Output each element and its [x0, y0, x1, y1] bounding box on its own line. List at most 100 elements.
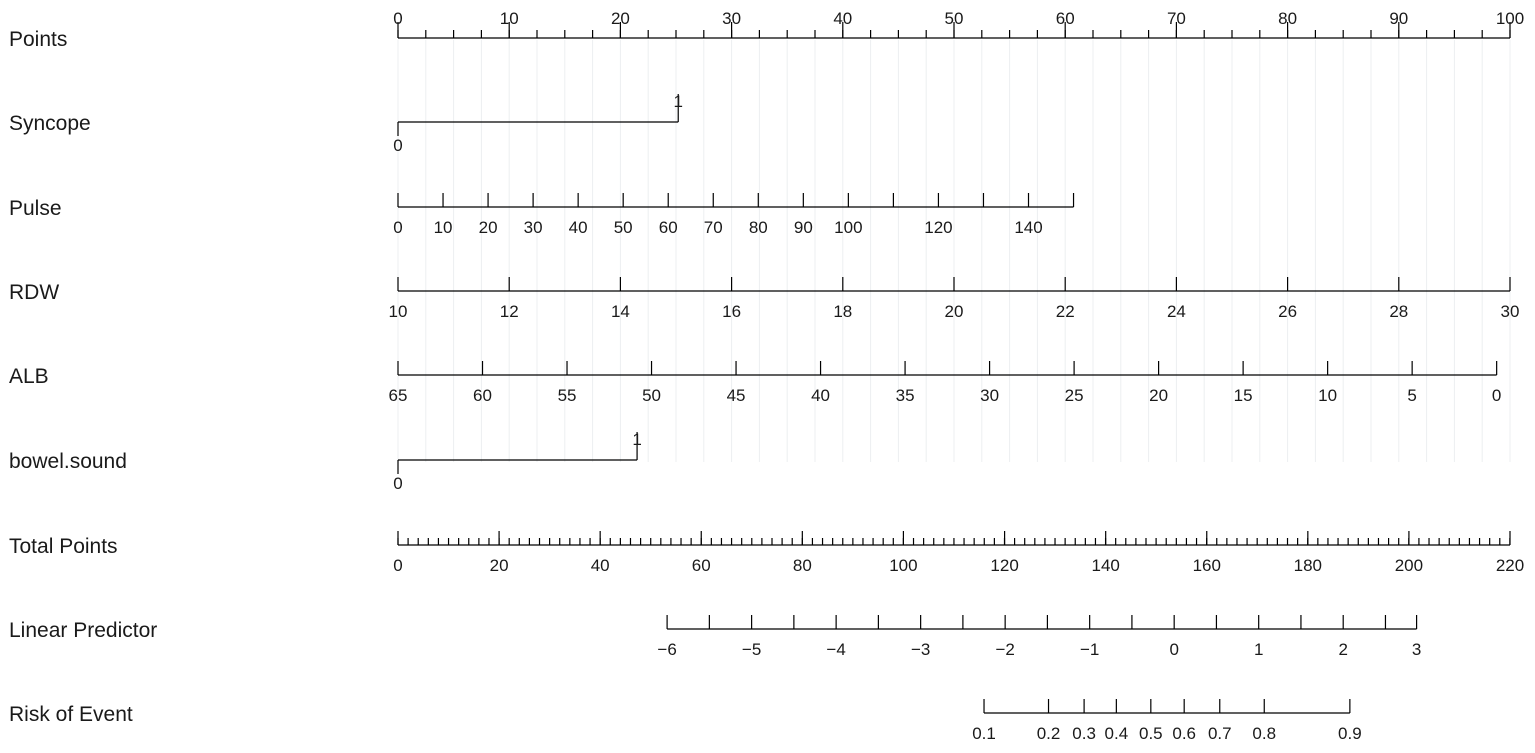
row-bowel-sound: bowel.sound 0 1	[9, 430, 642, 493]
tick-label: 0	[393, 218, 402, 237]
tick-label: 80	[1278, 9, 1297, 28]
tick-label: 0.8	[1252, 724, 1276, 743]
tick-label: 0.1	[972, 724, 996, 743]
tick-label: 0.3	[1072, 724, 1096, 743]
tick-label: 100	[1496, 9, 1524, 28]
tick-label: 30	[524, 218, 543, 237]
tick-label: 2	[1338, 640, 1347, 659]
row-label-bowel-sound: bowel.sound	[9, 450, 127, 473]
tick-label: 60	[1056, 9, 1075, 28]
tick-label: 18	[833, 302, 852, 321]
tick-label: 180	[1294, 556, 1322, 575]
tick-label: 20	[479, 218, 498, 237]
tick-label: 30	[980, 386, 999, 405]
tick-label: −3	[911, 640, 930, 659]
tick-label: 100	[834, 218, 862, 237]
tick-label: 70	[1167, 9, 1186, 28]
tick-label: 22	[1056, 302, 1075, 321]
row-linear-predictor: Linear Predictor −6 −5 −4 −3 −2 −1 0 1 2 3	[9, 615, 1421, 659]
tick-label: 100	[889, 556, 917, 575]
tick-label: 120	[990, 556, 1018, 575]
tick-label: 40	[569, 218, 588, 237]
tick-label: 200	[1395, 556, 1423, 575]
tick-label: 50	[945, 9, 964, 28]
tick-label: −5	[742, 640, 761, 659]
tick-label: 30	[722, 9, 741, 28]
row-label-total-points: Total Points	[9, 535, 118, 558]
level-label: 1	[632, 430, 641, 449]
tick-label: 10	[500, 9, 519, 28]
tick-label: 160	[1193, 556, 1221, 575]
row-label-rdw: RDW	[9, 281, 59, 304]
tick-label: 55	[558, 386, 577, 405]
level-label: 1	[673, 92, 682, 111]
tick-label: 0	[1169, 640, 1178, 659]
tick-label: 0.9	[1338, 724, 1362, 743]
tick-label: 0.6	[1172, 724, 1196, 743]
row-label-syncope: Syncope	[9, 112, 91, 135]
tick-label: 80	[749, 218, 768, 237]
tick-label: 90	[794, 218, 813, 237]
tick-label: 20	[490, 556, 509, 575]
tick-label: −4	[826, 640, 845, 659]
tick-label: 30	[1501, 302, 1520, 321]
tick-label: 40	[591, 556, 610, 575]
row-label-pulse: Pulse	[9, 197, 62, 220]
tick-label: 24	[1167, 302, 1186, 321]
tick-label: 0.2	[1037, 724, 1061, 743]
row-risk-of-event: Risk of Event 0.1 0.2 0.3 0.4 0.5 0.6 0.7 0.8 0.9	[9, 699, 1362, 743]
tick-label: 140	[1014, 218, 1042, 237]
tick-label: 20	[1149, 386, 1168, 405]
tick-label: 0.7	[1208, 724, 1232, 743]
tick-label: 26	[1278, 302, 1297, 321]
tick-label: −6	[657, 640, 676, 659]
tick-label: 65	[389, 386, 408, 405]
tick-label: 5	[1407, 386, 1416, 405]
tick-label: 140	[1091, 556, 1119, 575]
tick-label: 60	[659, 218, 678, 237]
tick-label: 0	[1492, 386, 1501, 405]
tick-label: 20	[945, 302, 964, 321]
tick-label: 14	[611, 302, 630, 321]
tick-label: 50	[642, 386, 661, 405]
tick-label: −1	[1080, 640, 1099, 659]
tick-label: 3	[1412, 640, 1421, 659]
tick-label: 1	[1254, 640, 1263, 659]
tick-label: 70	[704, 218, 723, 237]
tick-label: 12	[500, 302, 519, 321]
tick-label: −2	[995, 640, 1014, 659]
tick-label: 35	[896, 386, 915, 405]
tick-label: 50	[614, 218, 633, 237]
tick-label: 15	[1234, 386, 1253, 405]
tick-label: 0	[393, 9, 402, 28]
tick-label: 28	[1389, 302, 1408, 321]
tick-label: 10	[1318, 386, 1337, 405]
tick-label: 40	[833, 9, 852, 28]
level-label: 0	[393, 474, 402, 493]
tick-label: 90	[1389, 9, 1408, 28]
tick-label: 20	[611, 9, 630, 28]
row-rdw: RDW 10 12 14 16 18 20 22 24 26 28 30	[9, 277, 1519, 321]
level-label: 0	[393, 136, 402, 155]
row-syncope: Syncope 0 1	[9, 92, 683, 155]
tick-label: 80	[793, 556, 812, 575]
tick-label: 16	[722, 302, 741, 321]
tick-label: 0.4	[1105, 724, 1129, 743]
tick-label: 0	[393, 556, 402, 575]
tick-label: 60	[692, 556, 711, 575]
tick-label: 60	[473, 386, 492, 405]
tick-label: 0.5	[1139, 724, 1163, 743]
row-label-linear-predictor: Linear Predictor	[9, 619, 157, 642]
tick-label: 25	[1065, 386, 1084, 405]
row-total-points: Total Points 0 20 40 60 80 100 120 140 160 180 200 2…	[9, 531, 1524, 575]
tick-label: 10	[434, 218, 453, 237]
vertical-gridlines	[397, 40, 1511, 462]
tick-label: 40	[811, 386, 830, 405]
tick-label: 220	[1496, 556, 1524, 575]
tick-label: 10	[389, 302, 408, 321]
row-pulse: Pulse 0 10 20 30 40 50 60 70 80 90 100 120 140	[9, 193, 1075, 237]
row-label-points: Points	[9, 28, 67, 51]
